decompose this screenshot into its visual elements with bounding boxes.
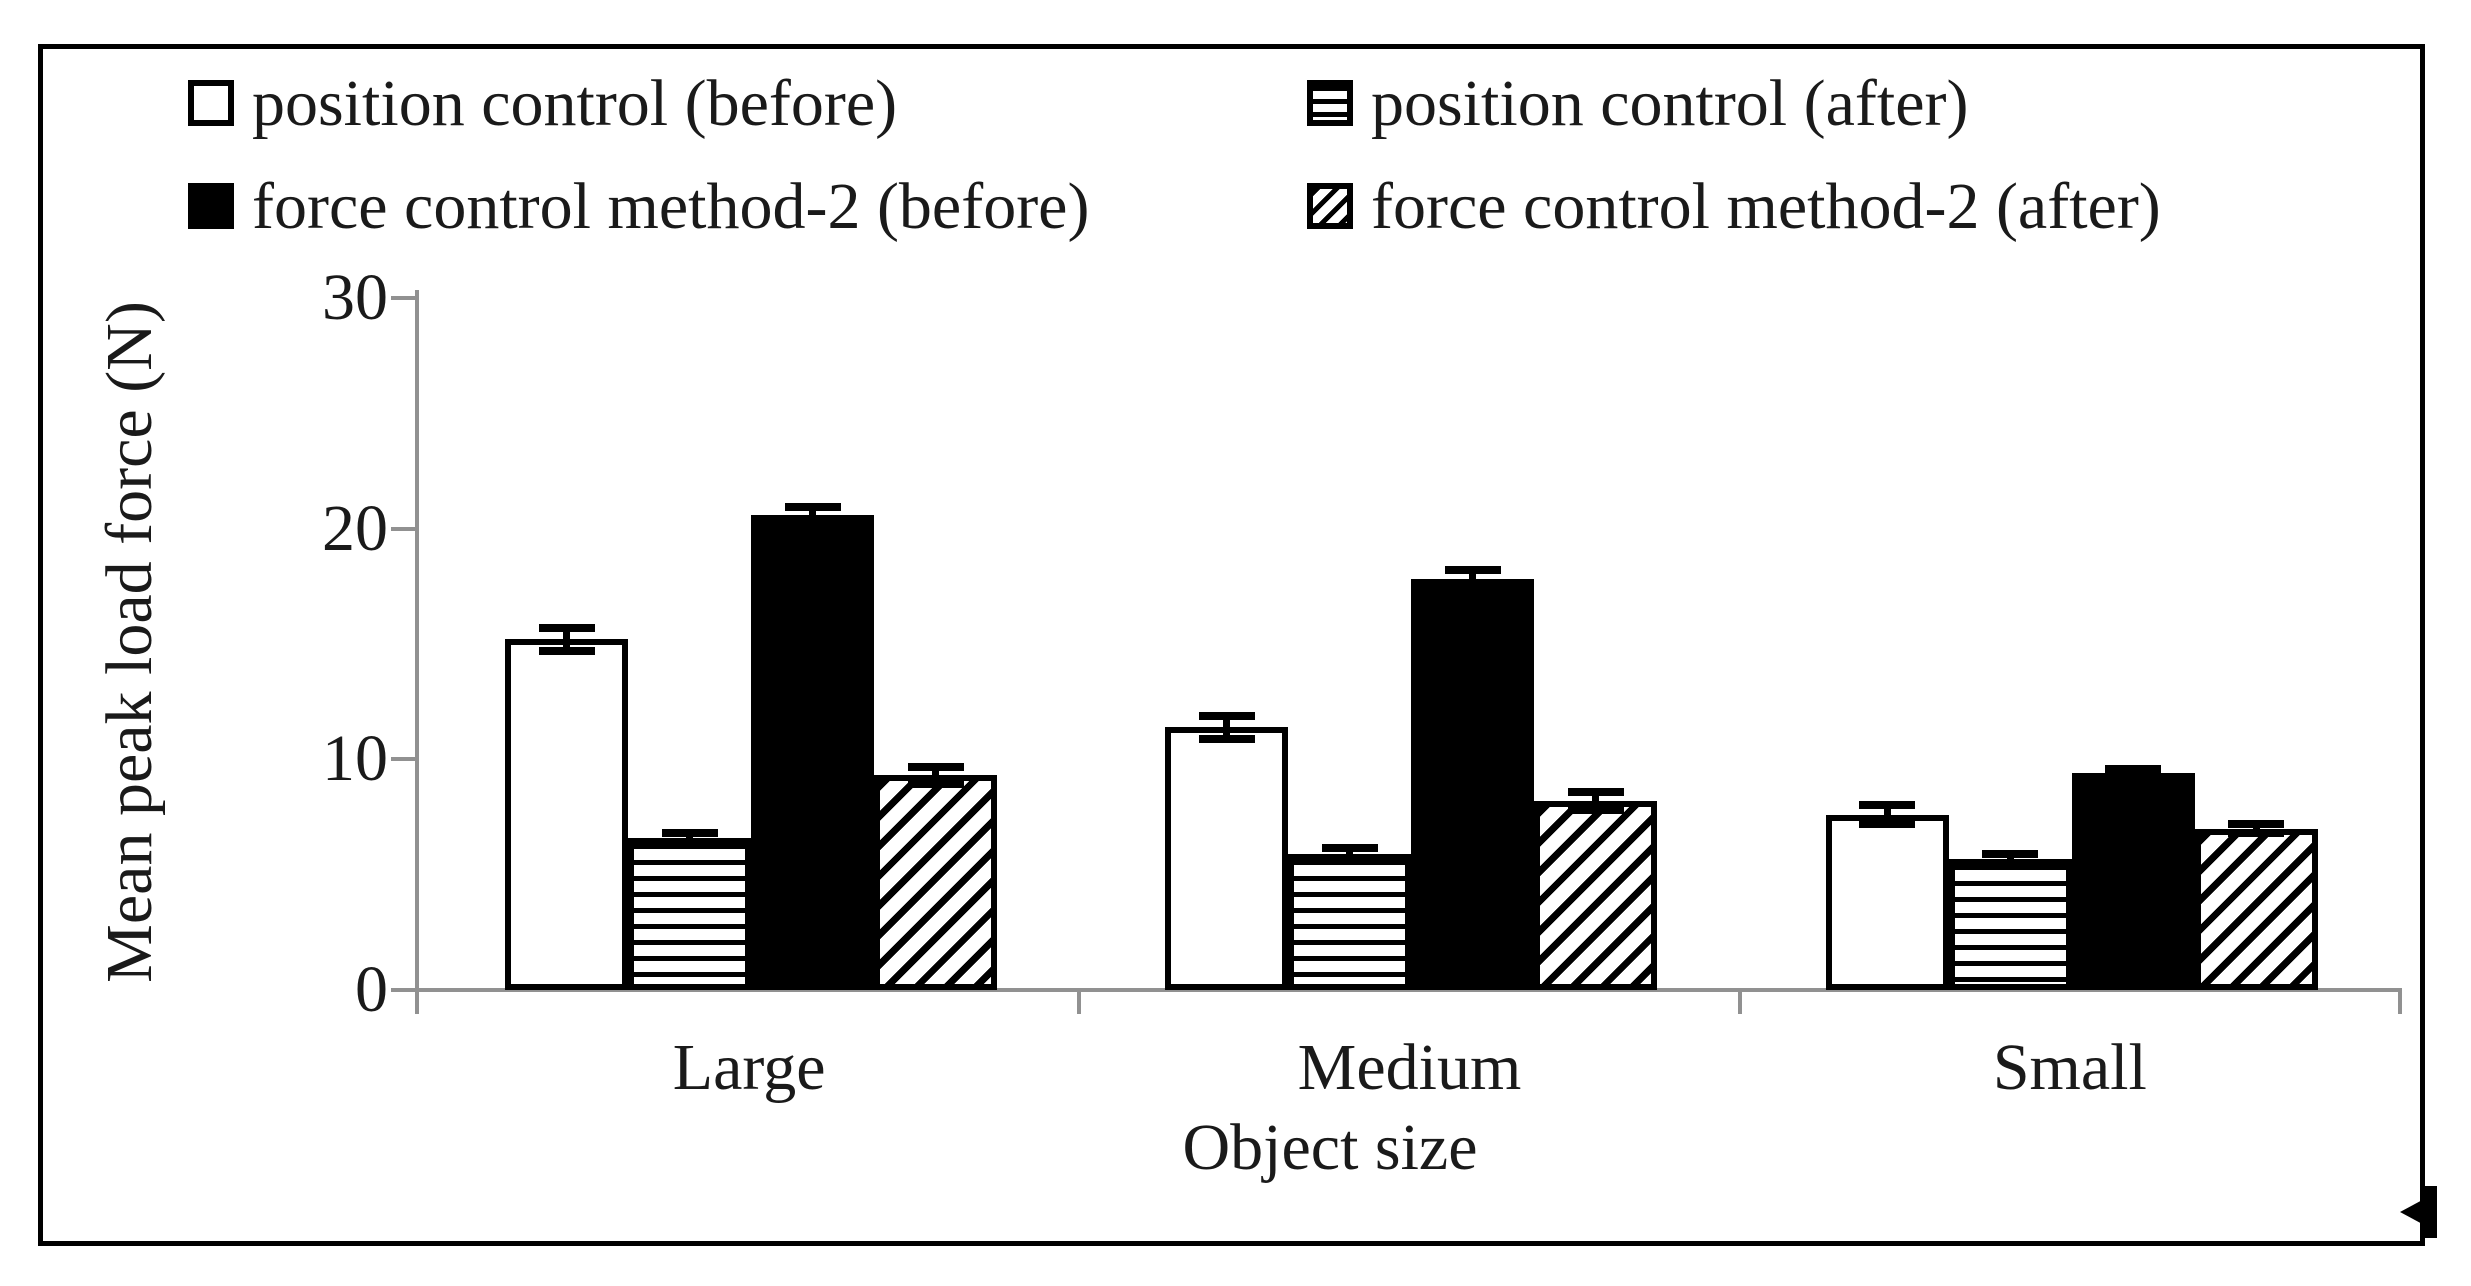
y-tick-mark: [391, 526, 415, 531]
hatch-square-icon: [1307, 183, 1353, 229]
error-bar-cap-bottom: [784, 518, 841, 527]
error-bar-whisker: [2129, 768, 2137, 778]
error-bar-cap-top: [1567, 787, 1624, 796]
category-label: Medium: [1297, 1031, 1522, 1104]
y-tick-label: 0: [355, 953, 388, 1026]
category-label: Large: [672, 1031, 826, 1104]
legend-label-force-after: force control method-2 (after): [1371, 170, 2161, 243]
error-bar-whisker: [2006, 853, 2014, 864]
chart-frame: [38, 44, 2425, 1246]
error-bar-cap-top: [1198, 711, 1255, 720]
x-axis-line: [419, 988, 2402, 992]
error-bar-cap-bottom: [1321, 855, 1378, 864]
error-bar-cap-bottom: [2228, 829, 2285, 838]
legend-label-position-after: position control (after): [1371, 67, 1969, 140]
error-bar-whisker: [1346, 848, 1354, 860]
hlines-square-icon: [1307, 80, 1353, 126]
y-tick-mark: [391, 988, 415, 992]
error-bar-cap-bottom: [1444, 584, 1501, 593]
error-bar-cap-bottom: [1198, 734, 1255, 743]
bar-hlines-medium: [1288, 853, 1412, 990]
error-bar-whisker: [686, 833, 693, 843]
y-tick-label: 30: [322, 261, 388, 334]
error-bar-whisker: [1469, 570, 1477, 589]
y-tick-mark: [391, 296, 415, 300]
open-square-icon: [188, 80, 234, 126]
x-tick-mark: [2398, 990, 2402, 1014]
bar-white-large: [505, 639, 628, 990]
y-tick-label: 10: [322, 722, 388, 796]
error-bar-cap-top: [1444, 566, 1501, 575]
error-bar-cap-top: [2105, 764, 2162, 773]
y-axis-line: [415, 290, 419, 1014]
bar-black-small: [2071, 773, 2195, 990]
legend-label-position-before: position control (before): [252, 67, 898, 140]
x-tick-mark: [1077, 990, 1082, 1014]
error-bar-cap-bottom: [2105, 773, 2162, 782]
y-tick-label: 20: [322, 491, 388, 565]
error-bar-cap-bottom: [1982, 859, 2039, 868]
error-bar-cap-bottom: [1859, 819, 1916, 828]
error-bar-cap-bottom: [538, 646, 595, 655]
error-bar-cap-top: [1321, 844, 1378, 853]
error-bar-cap-bottom: [907, 779, 964, 788]
x-tick-mark: [1737, 990, 1742, 1014]
error-bar-cap-top: [784, 502, 841, 511]
bar-white-small: [1825, 814, 1949, 990]
error-bar-cap-top: [2228, 819, 2285, 828]
error-bar-whisker: [1223, 715, 1231, 739]
error-bar-whisker: [1883, 805, 1891, 824]
bar-hlines-small: [1948, 858, 2072, 990]
bar-black-large: [751, 514, 874, 990]
category-label: Small: [1992, 1031, 2147, 1104]
x-axis-title: Object size: [1182, 1111, 1478, 1184]
bar-hatch-large: [874, 775, 997, 990]
error-bar-cap-bottom: [661, 838, 718, 847]
error-bar-whisker: [932, 767, 939, 784]
error-bar-cap-top: [1982, 849, 2039, 858]
y-tick-mark: [391, 757, 415, 762]
error-bar-whisker: [563, 627, 570, 651]
error-bar-cap-top: [661, 829, 718, 838]
bar-black-medium: [1411, 579, 1535, 990]
bar-white-medium: [1165, 727, 1289, 990]
solid-square-icon: [188, 183, 234, 229]
error-bar-whisker: [809, 506, 816, 523]
error-bar-cap-bottom: [1567, 806, 1624, 815]
error-bar-whisker: [2252, 823, 2260, 834]
error-bar-cap-top: [1859, 801, 1916, 810]
bar-hatch-small: [2194, 828, 2318, 990]
error-bar-cap-top: [907, 763, 964, 772]
error-bar-cap-top: [538, 623, 595, 632]
bar-hlines-large: [628, 837, 751, 990]
error-bar-whisker: [1592, 791, 1600, 811]
bar-hatch-medium: [1534, 800, 1658, 990]
legend-label-force-before: force control method-2 (before): [252, 170, 1090, 243]
